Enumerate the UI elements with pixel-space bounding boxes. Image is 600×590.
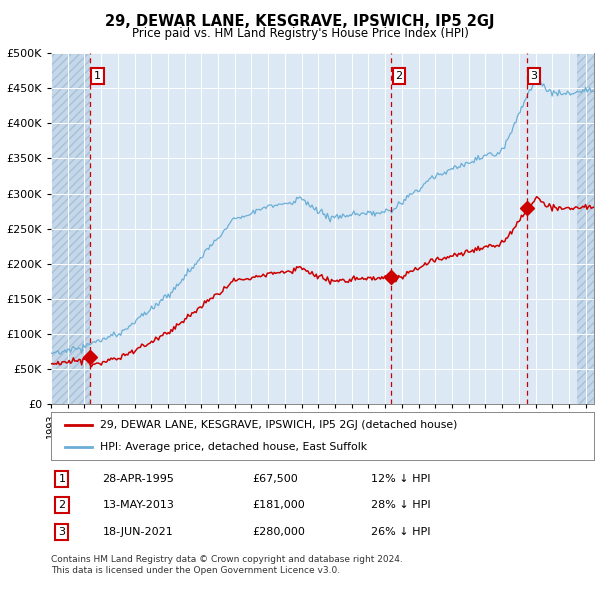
Bar [51, 53, 90, 404]
Text: 29, DEWAR LANE, KESGRAVE, IPSWICH, IP5 2GJ: 29, DEWAR LANE, KESGRAVE, IPSWICH, IP5 2… [105, 14, 495, 30]
Text: 26% ↓ HPI: 26% ↓ HPI [371, 527, 431, 537]
Text: This data is licensed under the Open Government Licence v3.0.: This data is licensed under the Open Gov… [51, 566, 340, 575]
Text: 3: 3 [58, 527, 65, 537]
Text: Price paid vs. HM Land Registry's House Price Index (HPI): Price paid vs. HM Land Registry's House … [131, 27, 469, 40]
Text: 28-APR-1995: 28-APR-1995 [103, 474, 175, 484]
Text: £67,500: £67,500 [252, 474, 298, 484]
Text: 2: 2 [395, 71, 403, 81]
Text: 3: 3 [530, 71, 538, 81]
Text: Contains HM Land Registry data © Crown copyright and database right 2024.: Contains HM Land Registry data © Crown c… [51, 555, 403, 564]
Text: 18-JUN-2021: 18-JUN-2021 [103, 527, 173, 537]
Text: 28% ↓ HPI: 28% ↓ HPI [371, 500, 431, 510]
Text: HPI: Average price, detached house, East Suffolk: HPI: Average price, detached house, East… [100, 442, 367, 452]
Text: 13-MAY-2013: 13-MAY-2013 [103, 500, 175, 510]
Bar [577, 53, 594, 404]
Text: £181,000: £181,000 [252, 500, 305, 510]
Text: £280,000: £280,000 [252, 527, 305, 537]
Text: 1: 1 [94, 71, 101, 81]
Text: 29, DEWAR LANE, KESGRAVE, IPSWICH, IP5 2GJ (detached house): 29, DEWAR LANE, KESGRAVE, IPSWICH, IP5 2… [100, 420, 457, 430]
Text: 2: 2 [58, 500, 65, 510]
Text: 1: 1 [58, 474, 65, 484]
Text: 12% ↓ HPI: 12% ↓ HPI [371, 474, 431, 484]
